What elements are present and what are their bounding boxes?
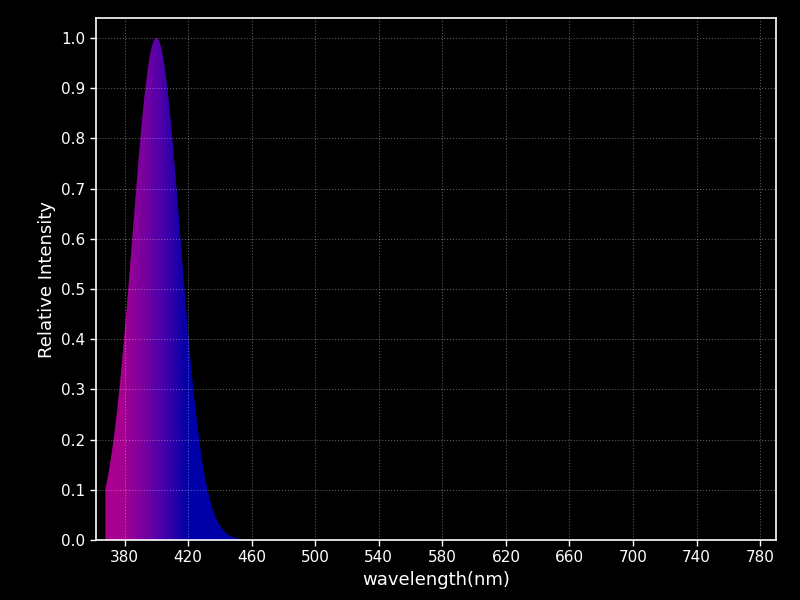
X-axis label: wavelength(nm): wavelength(nm) (362, 571, 510, 589)
Y-axis label: Relative Intensity: Relative Intensity (38, 200, 56, 358)
